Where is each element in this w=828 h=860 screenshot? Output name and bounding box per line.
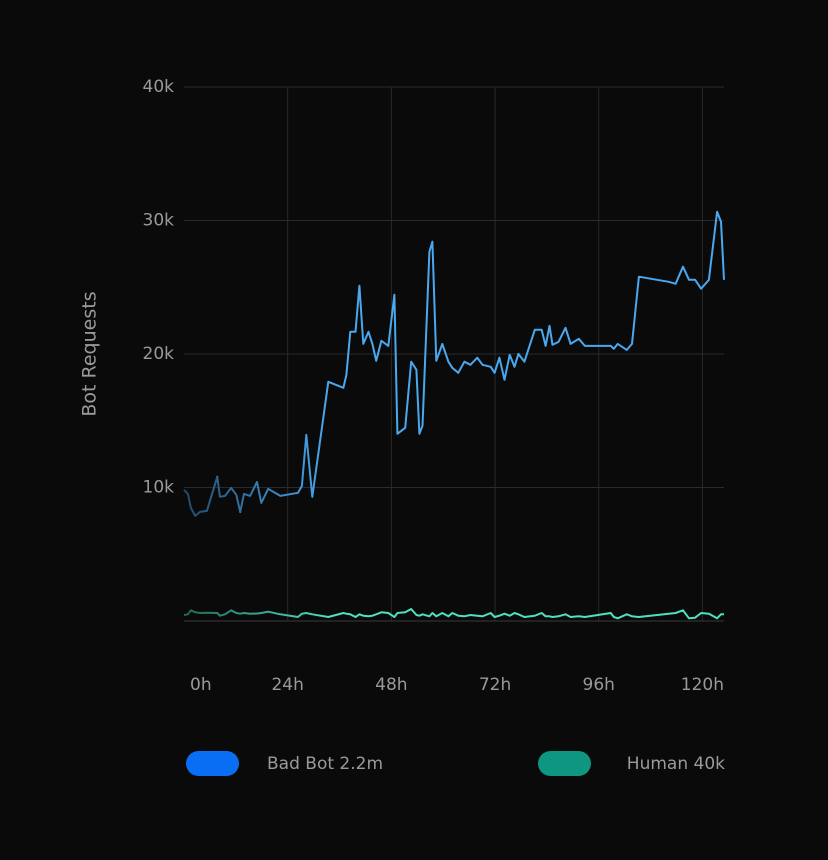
y-axis-label: Bot Requests bbox=[79, 291, 101, 416]
y-tick-label: 30k bbox=[143, 211, 175, 231]
x-tick-label: 48h bbox=[375, 675, 407, 695]
legend-swatch bbox=[538, 751, 591, 776]
x-tick-label: 120h bbox=[681, 675, 724, 695]
legend-label: Bad Bot 2.2m bbox=[267, 754, 383, 774]
series-line bbox=[183, 210, 725, 517]
y-tick-label: 40k bbox=[143, 77, 175, 97]
x-tick-label: 0h bbox=[190, 675, 212, 695]
y-tick-label: 10k bbox=[143, 478, 175, 498]
x-tick-label: 96h bbox=[583, 675, 615, 695]
y-tick-label: 20k bbox=[143, 344, 175, 364]
x-tick-label: 72h bbox=[479, 675, 511, 695]
line-fade bbox=[183, 211, 726, 518]
x-tick-label: 24h bbox=[271, 675, 303, 695]
line-fade bbox=[183, 607, 724, 620]
legend-label: Human 40k bbox=[627, 754, 725, 774]
legend-swatch bbox=[186, 751, 239, 776]
